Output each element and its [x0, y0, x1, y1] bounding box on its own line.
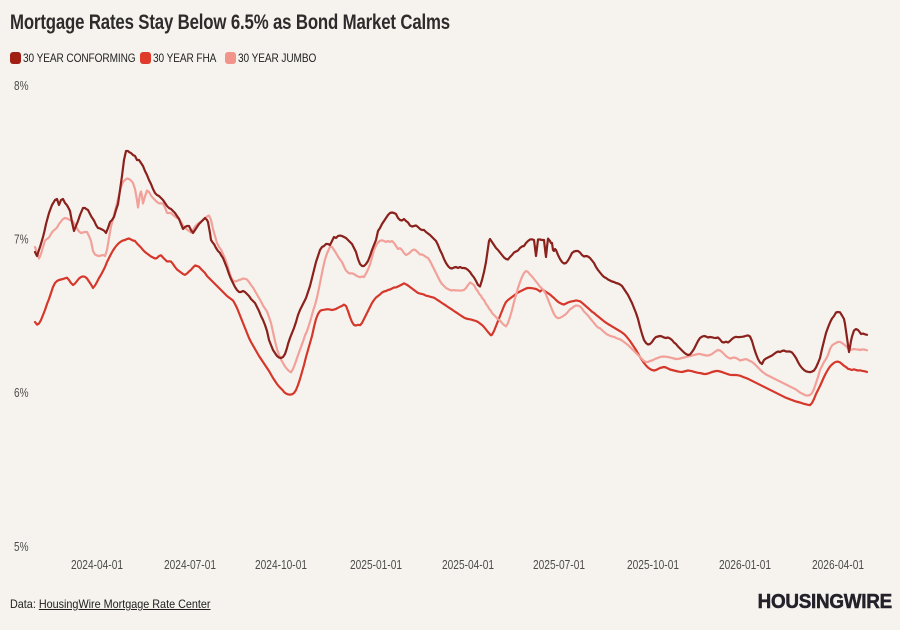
svg-text:6%: 6%	[14, 386, 29, 400]
svg-text:2024-04-01: 2024-04-01	[71, 557, 123, 572]
svg-text:2025-04-01: 2025-04-01	[442, 557, 494, 572]
svg-text:7%: 7%	[14, 233, 29, 247]
svg-text:2025-10-01: 2025-10-01	[627, 557, 679, 572]
svg-text:2025-01-01: 2025-01-01	[350, 557, 402, 572]
svg-text:2026-01-01: 2026-01-01	[719, 557, 771, 572]
svg-text:2024-10-01: 2024-10-01	[255, 557, 307, 572]
svg-text:2026-04-01: 2026-04-01	[812, 557, 864, 572]
svg-text:2024-07-01: 2024-07-01	[164, 557, 216, 572]
svg-text:5%: 5%	[14, 540, 29, 554]
svg-text:8%: 8%	[14, 79, 29, 93]
svg-text:2025-07-01: 2025-07-01	[533, 557, 585, 572]
